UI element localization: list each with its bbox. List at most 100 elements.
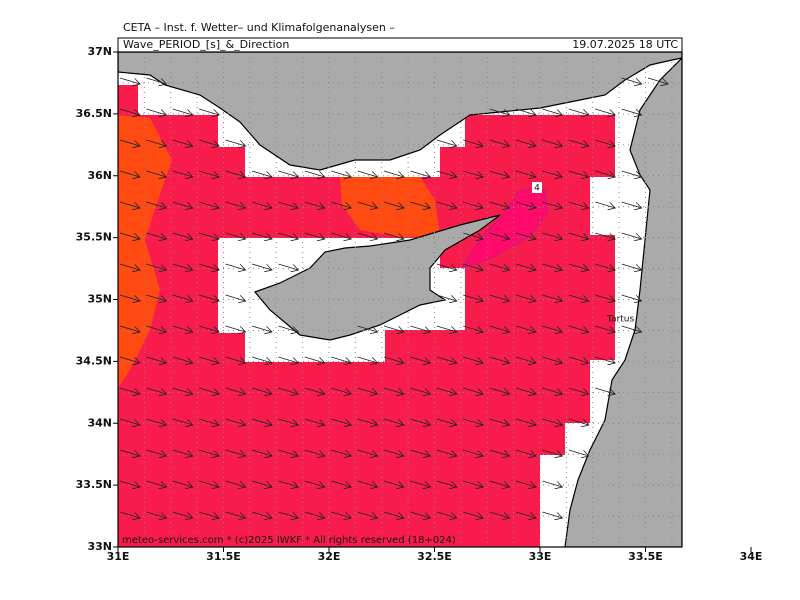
direction-arrow <box>172 232 193 239</box>
lon-label: 33E <box>529 550 552 563</box>
direction-arrow <box>172 170 193 177</box>
direction-arrow <box>436 294 457 301</box>
direction-arrow <box>489 418 510 425</box>
direction-arrow <box>357 201 378 208</box>
direction-arrow <box>199 263 219 270</box>
direction-arrow <box>172 356 193 363</box>
direction-arrow <box>225 418 246 425</box>
direction-arrow <box>251 356 272 363</box>
direction-arrow <box>225 387 246 394</box>
direction-arrow <box>568 170 589 177</box>
direction-arrow <box>357 449 378 456</box>
lat-label: 33.5N <box>76 478 112 491</box>
lat-label: 35N <box>87 293 112 306</box>
direction-arrow <box>383 449 404 456</box>
direction-arrow <box>331 387 351 394</box>
direction-arrow <box>542 449 562 456</box>
direction-arrow <box>568 139 589 146</box>
direction-arrow <box>515 356 536 363</box>
direction-arrow <box>278 449 298 456</box>
direction-arrow <box>304 511 325 518</box>
direction-arrow <box>436 449 457 456</box>
direction-arrow <box>119 294 140 301</box>
direction-arrow <box>119 108 140 115</box>
direction-arrow <box>489 449 510 456</box>
direction-arrow <box>515 108 536 115</box>
direction-arrow <box>146 77 166 84</box>
direction-arrow <box>225 356 246 363</box>
direction-arrow <box>278 170 298 177</box>
direction-arrow <box>595 201 615 208</box>
direction-arrow <box>199 387 219 394</box>
direction-arrow <box>357 232 378 239</box>
direction-arrow <box>595 387 615 394</box>
direction-arrow <box>383 418 404 425</box>
direction-arrow <box>595 356 615 363</box>
direction-arrow <box>489 511 510 518</box>
direction-arrow <box>251 232 272 239</box>
direction-arrow <box>357 418 378 425</box>
direction-arrow <box>568 294 589 301</box>
direction-arrow <box>489 356 510 363</box>
direction-arrow <box>383 170 404 177</box>
orange-region-west <box>118 115 172 388</box>
direction-arrow <box>595 139 615 146</box>
direction-arrow <box>225 325 246 332</box>
direction-arrow <box>410 356 430 363</box>
direction-arrow <box>331 480 351 487</box>
direction-arrow <box>542 480 562 487</box>
direction-arrow <box>146 356 166 363</box>
direction-arrow <box>436 356 457 363</box>
direction-arrow <box>304 449 325 456</box>
lat-label: 33N <box>87 540 112 553</box>
direction-arrow <box>489 139 510 146</box>
direction-arrow <box>119 449 140 456</box>
direction-arrow <box>146 139 166 146</box>
direction-arrow <box>515 511 536 518</box>
direction-arrow <box>331 232 351 239</box>
direction-arrow <box>383 232 404 239</box>
direction-arrow <box>515 480 536 487</box>
direction-arrow <box>172 263 193 270</box>
direction-arrow <box>621 294 642 301</box>
lat-label: 34N <box>87 416 112 429</box>
direction-arrow <box>568 263 589 270</box>
lat-label: 34.5N <box>76 354 112 367</box>
direction-arrow <box>436 201 457 208</box>
direction-arrow <box>383 201 404 208</box>
direction-arrow <box>278 356 298 363</box>
direction-arrow <box>489 325 510 332</box>
direction-arrow <box>251 325 272 332</box>
direction-arrow <box>463 294 483 301</box>
source-title: CETA – Inst. f. Wetter– und Klimafolgena… <box>123 21 395 34</box>
direction-arrow <box>172 511 193 518</box>
direction-arrow <box>146 418 166 425</box>
direction-arrow <box>225 201 246 208</box>
direction-arrow <box>251 511 272 518</box>
direction-arrow <box>119 232 140 239</box>
direction-arrow <box>146 480 166 487</box>
direction-arrow <box>436 325 457 332</box>
direction-arrow <box>304 387 325 394</box>
direction-arrow <box>251 480 272 487</box>
direction-arrow <box>225 294 246 301</box>
lat-label: 36N <box>87 169 112 182</box>
direction-arrow <box>489 232 510 239</box>
direction-arrow <box>568 201 589 208</box>
direction-arrow <box>172 325 193 332</box>
direction-arrow <box>436 511 457 518</box>
direction-arrow <box>278 480 298 487</box>
direction-arrow <box>410 201 430 208</box>
lat-label: 36.5N <box>76 107 112 120</box>
lon-label: 31E <box>107 550 130 563</box>
direction-arrow <box>331 418 351 425</box>
direction-arrow <box>436 139 457 146</box>
direction-arrow <box>357 480 378 487</box>
direction-arrow <box>515 139 536 146</box>
land-levant <box>564 57 682 547</box>
direction-arrow <box>463 511 483 518</box>
magenta-region <box>461 189 549 269</box>
direction-arrow <box>225 480 246 487</box>
direction-arrow <box>331 449 351 456</box>
direction-arrow <box>542 232 562 239</box>
